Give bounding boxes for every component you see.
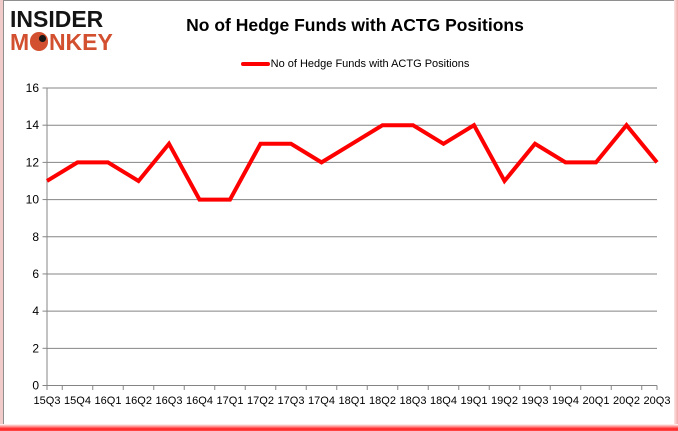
y-axis-tick-label: 8 (32, 230, 39, 244)
x-axis-tick-label: 15Q3 (34, 395, 61, 407)
x-axis-tick-label: 19Q1 (461, 395, 488, 407)
x-axis-tick-label: 18Q1 (339, 395, 366, 407)
y-axis-tick-label: 0 (32, 379, 39, 393)
x-axis-tick-label: 16Q3 (156, 395, 183, 407)
x-axis-tick-label: 20Q3 (644, 395, 671, 407)
x-axis-tick-label: 17Q2 (247, 395, 274, 407)
x-axis-tick-label: 20Q2 (613, 395, 640, 407)
x-axis-tick-label: 17Q3 (278, 395, 305, 407)
y-axis-tick-label: 2 (32, 341, 39, 355)
series-line-no-of-hedge-funds-with-actg-positions (45, 122, 659, 202)
x-axis-tick-label: 16Q1 (95, 395, 122, 407)
logo-monkey-text: M NKEY (10, 28, 113, 55)
x-axis-tick-label: 16Q4 (186, 395, 213, 407)
y-axis-tick-label: 14 (26, 118, 40, 132)
frame-bottom-glow (0, 424, 678, 431)
logo-insider-text: INSIDER (10, 6, 104, 32)
y-axis-tick-label: 12 (26, 155, 40, 169)
x-axis-tick-label: 19Q3 (522, 395, 549, 407)
x-axis-tick-label: 20Q1 (583, 395, 610, 407)
frame-top-border (0, 0, 678, 1)
x-axis-tick-label: 18Q4 (430, 395, 457, 407)
frame-right-glow (674, 0, 678, 431)
chart-title: No of Hedge Funds with ACTG Positions (186, 15, 524, 35)
insider-monkey-logo: INSIDER M NKEY (10, 6, 113, 55)
x-axis-tick-label: 17Q1 (217, 395, 244, 407)
x-axis-tick-label: 17Q4 (308, 395, 335, 407)
x-axis-tick-label: 15Q4 (64, 395, 91, 407)
y-axis-tick-label: 16 (26, 81, 40, 95)
legend-line-swatch (240, 62, 270, 66)
frame-left-glow (0, 0, 3, 431)
x-axis-tick-label: 18Q2 (369, 395, 396, 407)
y-axis-tick-label: 4 (32, 304, 39, 318)
y-axis-tick-label: 10 (26, 193, 40, 207)
legend-label: No of Hedge Funds with ACTG Positions (270, 58, 470, 70)
frame-left-border (3, 0, 4, 431)
x-axis-tick-label: 18Q3 (400, 395, 427, 407)
x-axis-tick-label: 19Q4 (552, 395, 579, 407)
x-axis-tick-label: 16Q2 (125, 395, 152, 407)
x-axis-tick-label: 19Q2 (491, 395, 518, 407)
y-axis-tick-label: 6 (32, 267, 39, 281)
monkey-o-eye-icon (29, 32, 49, 51)
legend: No of Hedge Funds with ACTG Positions (140, 58, 570, 70)
